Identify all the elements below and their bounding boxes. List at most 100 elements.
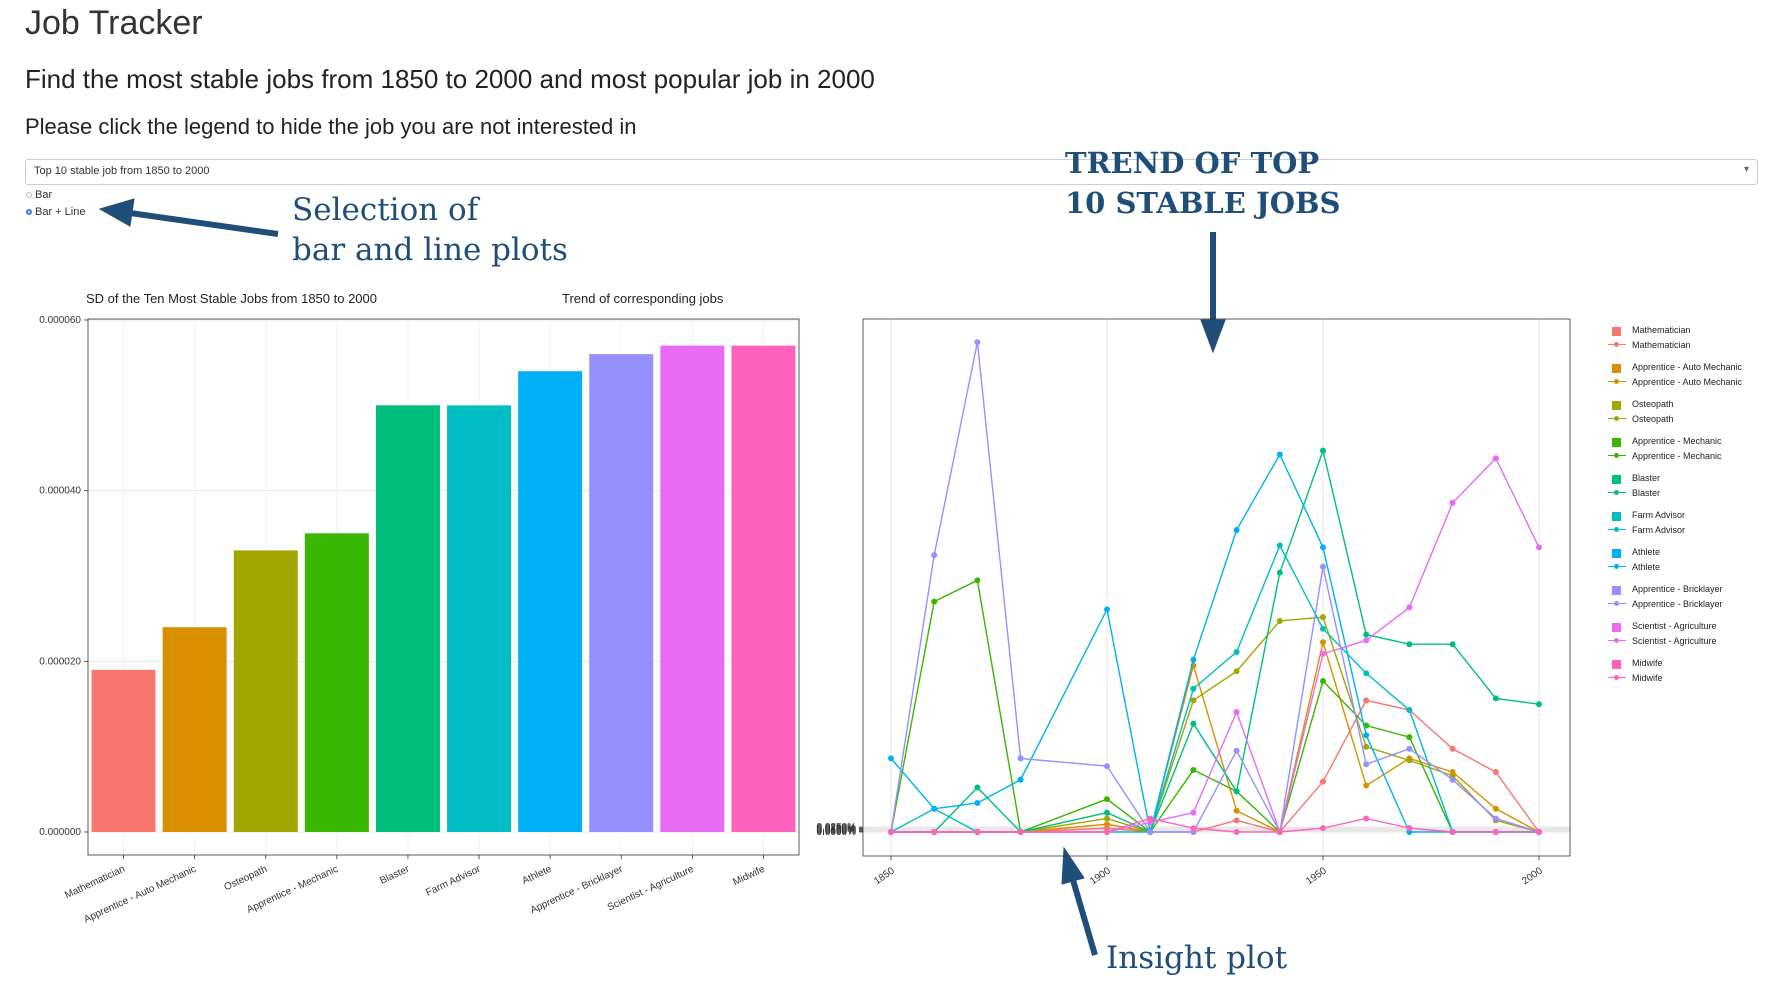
series-point-10 (974, 829, 981, 835)
series-point-1 (1449, 745, 1456, 752)
legend-bar-label: Osteopath (1632, 399, 1674, 409)
series-point-10 (1017, 829, 1024, 835)
series-point-8 (1363, 761, 1370, 768)
series-point-3 (1233, 668, 1240, 675)
app-title: Job Tracker (25, 4, 203, 42)
series-point-6 (1233, 648, 1240, 655)
legend-swatch (1612, 475, 1621, 484)
legend-item[interactable]: Scientist - Agriculture Scientist - Agric… (1608, 618, 1778, 655)
series-point-9 (1190, 809, 1197, 816)
series-point-3 (1363, 743, 1370, 750)
bar-10 (731, 345, 796, 832)
line-y-tick-label: 0.0250% (817, 822, 857, 833)
series-point-8 (1492, 815, 1499, 822)
series-point-4 (974, 577, 981, 584)
legend-item[interactable]: Athlete Athlete (1608, 544, 1778, 581)
legend-swatch (1612, 438, 1621, 447)
bar-4 (304, 533, 369, 832)
series-point-2 (1233, 807, 1240, 814)
series-point-10 (1492, 829, 1499, 835)
arrow-insight (1070, 879, 1098, 956)
series-point-5 (1320, 447, 1326, 454)
series-point-7 (931, 805, 938, 812)
series-point-1 (1233, 817, 1240, 824)
series-point-7 (1320, 544, 1326, 551)
legend-line-label: Farm Advisor (1632, 525, 1686, 535)
legend-item[interactable]: Blaster Blaster (1608, 470, 1778, 507)
series-point-4 (1406, 734, 1413, 741)
series-point-10 (1449, 829, 1456, 835)
series-point-10 (888, 829, 894, 835)
bar-chart-title: SD of the Ten Most Stable Jobs from 1850… (86, 291, 377, 306)
arrow-selection-head (98, 198, 135, 227)
series-point-5 (1276, 569, 1283, 576)
legend-item[interactable]: Apprentice - Mechanic Apprentice - Mechan… (1608, 433, 1778, 470)
series-point-10 (1363, 815, 1370, 822)
series-point-5 (1536, 701, 1542, 708)
legend-point (1614, 675, 1619, 680)
legend-item[interactable]: Apprentice - Auto Mechanic Apprentice - A… (1608, 359, 1778, 396)
series-point-5 (1233, 788, 1240, 795)
arrow-insight-head (1061, 846, 1085, 885)
radio-bar[interactable]: Bar (26, 189, 52, 201)
series-point-10 (1190, 825, 1197, 832)
legend-swatch (1612, 623, 1621, 632)
series-point-9 (1449, 499, 1456, 506)
bar-6 (447, 405, 512, 832)
series-point-10 (1104, 829, 1110, 835)
arrow-trend-head (1200, 319, 1226, 354)
series-line-4 (890, 579, 1539, 834)
series-line-6 (890, 543, 1539, 833)
legend-item[interactable]: Osteopath Osteopath (1608, 396, 1778, 433)
series-point-7 (1104, 606, 1110, 613)
line-x-tick-label: 2000 (1520, 865, 1545, 887)
bar-2 (162, 627, 227, 832)
series-point-1 (1363, 697, 1370, 704)
series-point-4 (931, 598, 938, 605)
bar-y-tick-label: 0.000040 (39, 486, 81, 497)
legend-swatch (1612, 549, 1621, 558)
line-x-tick-label: 1950 (1304, 865, 1329, 887)
series-point-8 (1449, 776, 1456, 783)
bar-5 (375, 405, 440, 832)
legend-point (1614, 416, 1619, 421)
series-point-4 (1190, 767, 1197, 774)
series-point-7 (1276, 451, 1283, 458)
line-chart-title: Trend of corresponding jobs (562, 291, 724, 306)
line-x-tick-label: 1850 (872, 865, 897, 887)
line-chart-legend: Mathematician Mathematician Apprentice - A… (1608, 322, 1778, 692)
bar-chart-border (87, 318, 800, 856)
radio-circle-icon (26, 192, 32, 199)
series-point-4 (1104, 796, 1110, 803)
legend-line-label: Apprentice - Auto Mechanic (1632, 377, 1743, 387)
annotation-selection-line1: Selection of (292, 192, 479, 228)
legend-item[interactable]: Apprentice - Bricklayer Apprentice - Bric… (1608, 581, 1778, 618)
radio-bar-line[interactable]: Bar + Line (26, 206, 85, 218)
legend-point (1614, 527, 1619, 532)
series-point-4 (1320, 677, 1326, 684)
series-point-6 (1363, 670, 1370, 677)
radio-bar-line-label: Bar + Line (35, 206, 86, 218)
legend-point (1614, 453, 1619, 458)
chevron-down-icon: ▾ (1743, 164, 1749, 175)
legend-item[interactable]: Mathematician Mathematician (1608, 322, 1778, 359)
bar-7 (518, 371, 583, 832)
page-subtitle: Find the most stable jobs from 1850 to 2… (25, 64, 875, 94)
series-point-9 (1320, 650, 1326, 657)
series-point-10 (931, 829, 938, 835)
legend-bar-label: Blaster (1632, 473, 1661, 483)
legend-item[interactable]: Midwife Midwife (1608, 655, 1778, 692)
series-point-7 (974, 799, 981, 806)
legend-line-label: Mathematician (1632, 340, 1691, 350)
job-category-select[interactable]: Top 10 stable job from 1850 to 2000 ▾ (25, 159, 1758, 185)
legend-bar-label: Mathematician (1632, 325, 1691, 335)
series-point-9 (1492, 455, 1499, 462)
bar-y-tick-label: 0.000060 (39, 315, 81, 326)
legend-item[interactable]: Farm Advisor Farm Advisor (1608, 507, 1778, 544)
bar-y-tick-label: 0.000000 (39, 827, 81, 838)
legend-bar-label: Apprentice - Bricklayer (1632, 584, 1723, 594)
series-point-7 (1017, 776, 1024, 783)
annotation-selection-line2: bar and line plots (292, 232, 568, 268)
series-point-8 (1104, 763, 1110, 770)
